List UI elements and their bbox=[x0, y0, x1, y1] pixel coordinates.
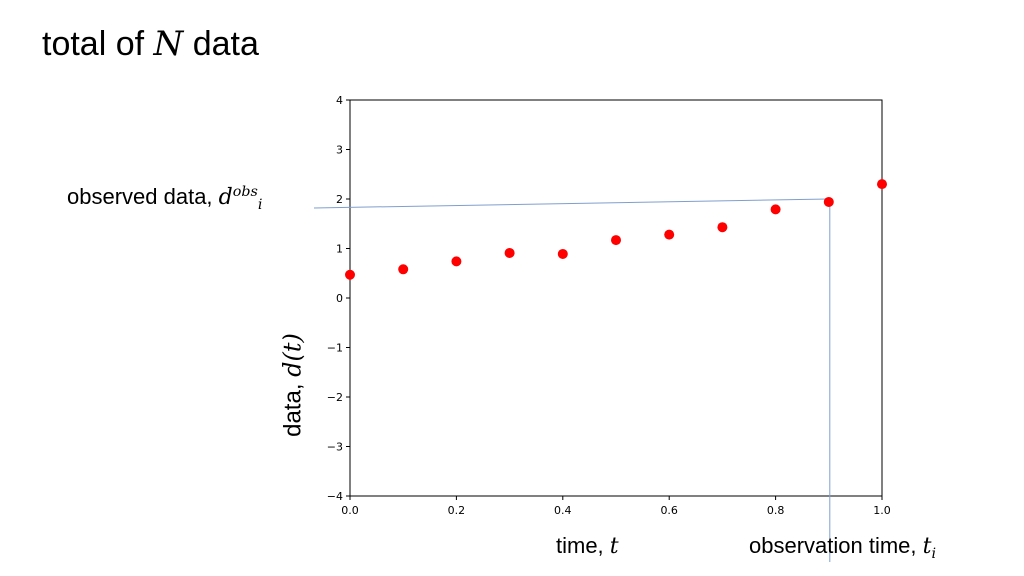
data-point bbox=[504, 247, 515, 258]
y-axis-label-var: d(t) bbox=[278, 333, 307, 377]
x-tick-label: 0.6 bbox=[660, 504, 678, 517]
data-point bbox=[345, 269, 355, 280]
observation-time-prefix: observation time, bbox=[749, 533, 923, 558]
data-point bbox=[877, 179, 887, 190]
y-tick-label: −2 bbox=[327, 391, 343, 404]
x-axis-label: time, t bbox=[556, 533, 619, 559]
y-tick-label: −4 bbox=[327, 490, 343, 503]
x-tick-label: 0.4 bbox=[554, 504, 572, 517]
y-tick-label: −3 bbox=[327, 441, 343, 454]
y-tick-label: 4 bbox=[336, 94, 343, 107]
title-variable: N bbox=[153, 24, 184, 64]
observed-data-sub: i bbox=[257, 197, 263, 213]
x-axis-label-var: t bbox=[609, 534, 619, 559]
observed-data-label: observed data, dobsi bbox=[67, 184, 262, 213]
slide-title: total of N data bbox=[42, 24, 259, 64]
data-point bbox=[770, 204, 781, 215]
observed-data-prefix: observed data, bbox=[67, 184, 219, 209]
plot-frame bbox=[349, 99, 883, 497]
data-point bbox=[823, 196, 834, 207]
y-tick-label: 2 bbox=[336, 193, 343, 206]
observed-data-guide-line bbox=[313, 198, 829, 209]
y-tick-label: 0 bbox=[336, 292, 343, 305]
title-prefix: total of bbox=[42, 25, 154, 63]
observed-data-sup: obs bbox=[232, 184, 258, 201]
y-axis-label-prefix: data, bbox=[279, 376, 307, 437]
y-tick-label: −1 bbox=[327, 342, 343, 355]
x-tick-label: 0.8 bbox=[767, 504, 785, 517]
data-point bbox=[611, 235, 621, 246]
x-tick-label: 0.2 bbox=[448, 504, 466, 517]
title-suffix: data bbox=[183, 25, 259, 63]
data-point bbox=[664, 229, 675, 240]
data-point bbox=[398, 264, 409, 275]
x-tick-label: 1.0 bbox=[873, 504, 891, 517]
observed-data-var: d bbox=[218, 185, 233, 210]
observation-time-sub: i bbox=[931, 546, 937, 562]
data-point bbox=[557, 248, 568, 259]
x-tick-label: 0.0 bbox=[341, 504, 359, 517]
y-tick-label: 1 bbox=[336, 243, 343, 256]
data-point bbox=[451, 256, 462, 267]
observation-time-var: t bbox=[922, 534, 932, 559]
x-axis-label-prefix: time, bbox=[556, 533, 610, 558]
y-axis-label: data, d(t) bbox=[279, 333, 308, 437]
observation-time-label: observation time, ti bbox=[749, 533, 936, 562]
data-point bbox=[717, 222, 728, 233]
y-tick-label: 3 bbox=[336, 144, 343, 157]
